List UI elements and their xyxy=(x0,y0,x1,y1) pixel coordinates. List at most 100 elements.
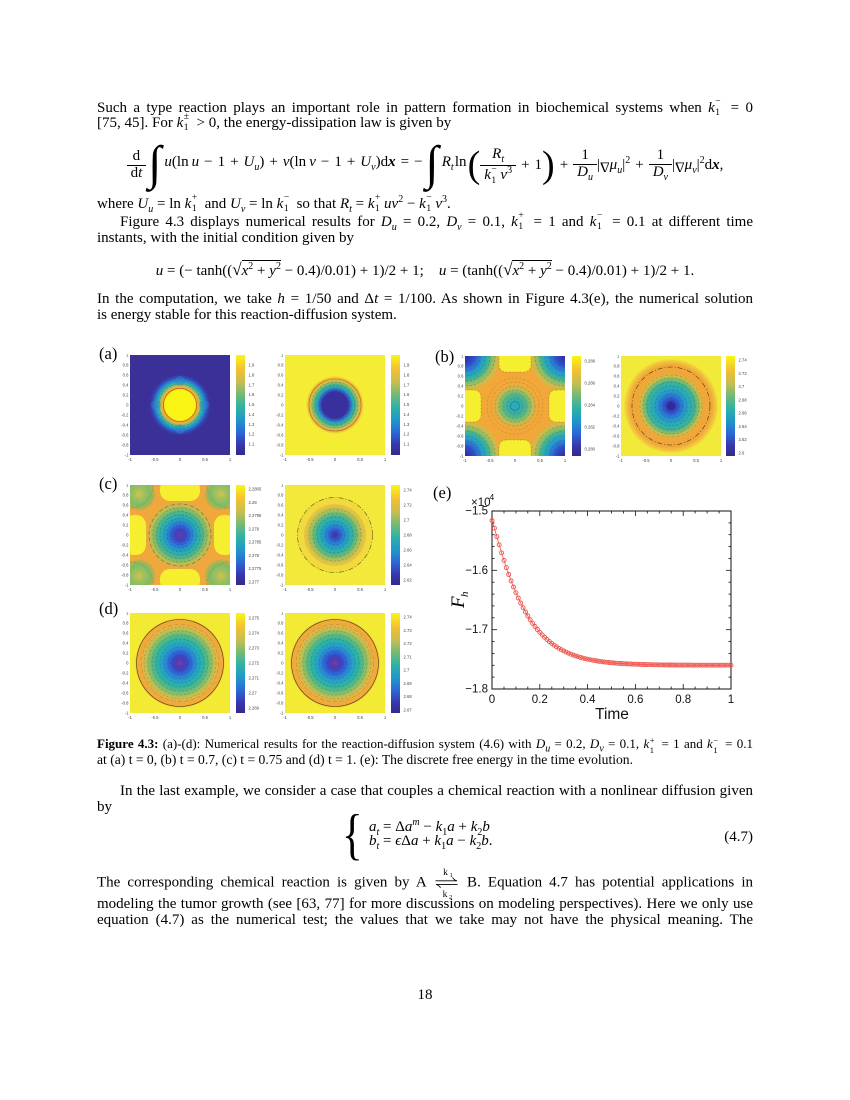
svg-text:-0.5: -0.5 xyxy=(642,458,650,463)
svg-text:-0.8: -0.8 xyxy=(276,572,284,577)
svg-text:1.2: 1.2 xyxy=(403,431,409,436)
svg-text:0.8: 0.8 xyxy=(123,492,129,497)
svg-text:1: 1 xyxy=(229,715,232,720)
svg-text:1: 1 xyxy=(229,587,232,592)
svg-text:-0.6: -0.6 xyxy=(276,432,284,437)
svg-text:0.2: 0.2 xyxy=(123,392,129,397)
svg-text:2.272: 2.272 xyxy=(248,660,259,665)
svg-text:2.72: 2.72 xyxy=(403,502,412,507)
svg-text:1: 1 xyxy=(728,694,734,706)
svg-text:2.278: 2.278 xyxy=(248,552,259,557)
svg-text:-0.5: -0.5 xyxy=(151,457,159,462)
svg-text:-0.6: -0.6 xyxy=(276,690,284,695)
svg-text:1.9: 1.9 xyxy=(248,362,254,367)
svg-text:0.8: 0.8 xyxy=(458,364,464,369)
svg-text:1.9: 1.9 xyxy=(403,362,409,367)
svg-text:2.68: 2.68 xyxy=(403,694,412,699)
svg-text:0.4: 0.4 xyxy=(123,382,129,387)
svg-text:0.4: 0.4 xyxy=(278,382,284,387)
svg-text:0.6: 0.6 xyxy=(613,374,619,379)
svg-text:−1.8: −1.8 xyxy=(465,684,488,696)
svg-text:2.72: 2.72 xyxy=(403,641,412,646)
svg-text:1.1: 1.1 xyxy=(403,441,409,446)
svg-text:1.8: 1.8 xyxy=(248,372,254,377)
svg-text:1: 1 xyxy=(126,612,129,616)
svg-text:0: 0 xyxy=(126,402,129,407)
svg-text:1: 1 xyxy=(126,354,129,358)
svg-text:1.7: 1.7 xyxy=(248,382,254,387)
svg-text:-1: -1 xyxy=(619,458,623,463)
svg-text:0: 0 xyxy=(514,458,517,463)
svg-text:0.2: 0.2 xyxy=(123,650,129,655)
svg-text:1: 1 xyxy=(384,715,387,720)
svg-text:1.3: 1.3 xyxy=(403,421,409,426)
svg-text:0.6: 0.6 xyxy=(278,372,284,377)
svg-text:h: h xyxy=(459,591,471,597)
svg-text:-0.8: -0.8 xyxy=(612,444,620,449)
svg-text:1: 1 xyxy=(461,355,464,359)
svg-text:1.4: 1.4 xyxy=(248,411,254,416)
svg-text:-0.5: -0.5 xyxy=(151,715,159,720)
svg-text:0.4: 0.4 xyxy=(580,694,597,706)
svg-text:-0.8: -0.8 xyxy=(121,442,129,447)
svg-text:-1: -1 xyxy=(280,710,284,715)
svg-text:0.8: 0.8 xyxy=(123,362,129,367)
svg-text:1.6: 1.6 xyxy=(403,392,409,397)
svg-text:1.8: 1.8 xyxy=(403,372,409,377)
svg-text:2.74: 2.74 xyxy=(738,358,747,363)
svg-text:0: 0 xyxy=(281,660,284,665)
svg-text:0.5: 0.5 xyxy=(357,457,363,462)
svg-text:2.68: 2.68 xyxy=(738,397,747,402)
svg-text:1: 1 xyxy=(617,355,620,359)
svg-text:-0.4: -0.4 xyxy=(456,424,464,429)
svg-text:0.6: 0.6 xyxy=(627,694,643,706)
svg-text:-1: -1 xyxy=(280,582,284,587)
svg-text:1: 1 xyxy=(384,587,387,592)
svg-text:0: 0 xyxy=(617,404,620,409)
svg-text:4: 4 xyxy=(490,492,495,502)
svg-text:1.5: 1.5 xyxy=(403,402,409,407)
svg-text:-0.2: -0.2 xyxy=(121,670,129,675)
svg-text:1: 1 xyxy=(564,458,567,463)
svg-text:2.68: 2.68 xyxy=(403,532,412,537)
svg-text:0.2: 0.2 xyxy=(532,694,548,706)
svg-text:0: 0 xyxy=(179,715,182,720)
svg-text:0.2: 0.2 xyxy=(458,394,464,399)
svg-text:0: 0 xyxy=(669,458,672,463)
svg-text:0.280: 0.280 xyxy=(584,447,595,452)
svg-text:-0.5: -0.5 xyxy=(306,715,314,720)
svg-text:2.274: 2.274 xyxy=(248,630,259,635)
svg-text:k: k xyxy=(443,890,448,900)
svg-text:0.5: 0.5 xyxy=(202,587,208,592)
svg-text:-0.8: -0.8 xyxy=(121,700,129,705)
svg-text:0.5: 0.5 xyxy=(202,715,208,720)
svg-text:0.4: 0.4 xyxy=(278,640,284,645)
svg-text:2: 2 xyxy=(449,894,452,900)
svg-text:1.2: 1.2 xyxy=(248,431,254,436)
svg-text:2.62: 2.62 xyxy=(738,437,747,442)
svg-text:2.71: 2.71 xyxy=(403,654,412,659)
svg-text:-1: -1 xyxy=(283,715,287,720)
svg-text:-0.4: -0.4 xyxy=(276,422,284,427)
svg-text:-1: -1 xyxy=(460,454,464,459)
svg-text:0.4: 0.4 xyxy=(278,512,284,517)
svg-text:2.273: 2.273 xyxy=(248,645,259,650)
svg-text:2.7: 2.7 xyxy=(738,384,744,389)
svg-text:×10: ×10 xyxy=(471,497,491,509)
svg-text:1: 1 xyxy=(719,458,722,463)
svg-text:1: 1 xyxy=(281,354,284,358)
svg-text:0.6: 0.6 xyxy=(123,502,129,507)
svg-text:-0.2: -0.2 xyxy=(612,414,620,419)
svg-text:0: 0 xyxy=(281,402,284,407)
svg-text:2.72: 2.72 xyxy=(738,371,747,376)
svg-text:F: F xyxy=(448,596,469,609)
svg-text:-0.4: -0.4 xyxy=(276,552,284,557)
svg-text:0: 0 xyxy=(126,532,129,537)
svg-text:-0.4: -0.4 xyxy=(276,680,284,685)
svg-text:2.271: 2.271 xyxy=(248,675,259,680)
svg-text:0: 0 xyxy=(281,532,284,537)
svg-text:0: 0 xyxy=(461,404,464,409)
svg-text:0.282: 0.282 xyxy=(584,425,595,430)
svg-text:k: k xyxy=(443,868,448,878)
svg-text:-1: -1 xyxy=(128,587,132,592)
